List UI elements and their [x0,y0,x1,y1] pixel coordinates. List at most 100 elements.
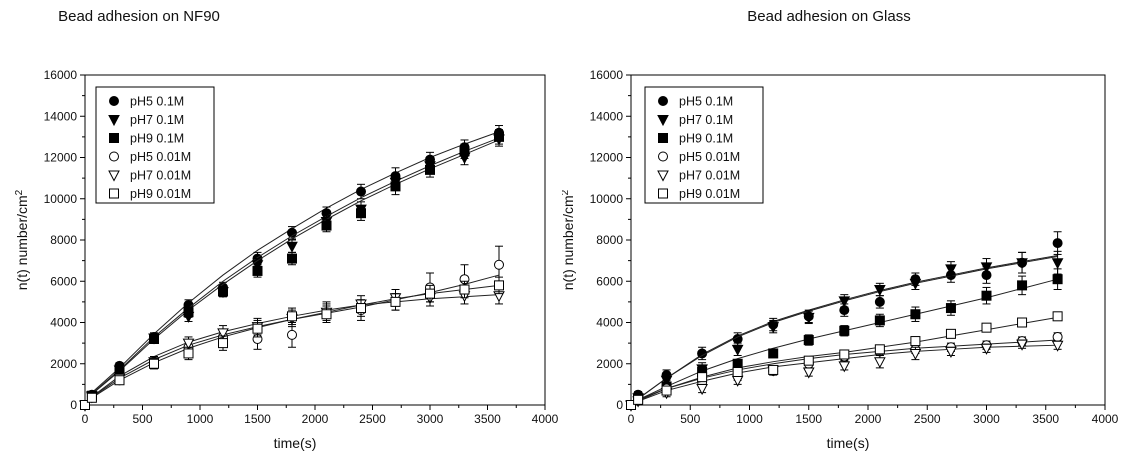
data-point [768,348,779,359]
chart-nf90: 0 500 1000 1500 2000 2500 3000 3500 4000 0 2000 400… [14,68,559,451]
data-point [1052,238,1063,249]
legend: pH5 0.1M pH7 0.1M pH9 0.1M pH5 0.01M pH7 0.0… [95,86,215,204]
legend-marker [658,133,668,143]
data-point [80,400,90,410]
data-point [459,146,470,157]
data-point [459,284,470,295]
y-tick-label: 6000 [596,274,623,288]
data-point [981,322,992,333]
y-tick-label: 12000 [590,151,624,165]
fit-line [84,137,500,406]
y-tick-label: 16000 [590,68,624,82]
data-point [321,220,332,231]
data-point [252,323,263,334]
data-point [768,364,779,375]
data-point [286,241,298,253]
fit-line [84,131,500,406]
data-point [149,358,159,369]
series [626,311,1063,410]
data-point [1052,274,1063,285]
x-tick-label: 500 [132,412,152,426]
data-point [1016,339,1028,351]
data-point [1016,258,1028,270]
x-axis-label: time(s) [827,435,870,451]
data-point [803,335,814,346]
data-point [945,264,957,276]
data-point [287,253,297,264]
fit-line [84,284,500,406]
x-tick-label: 500 [680,412,700,426]
legend-label: pH7 0.1M [679,113,733,127]
y-tick-label: 8000 [50,233,77,247]
data-point [1051,258,1064,270]
fit-line [630,344,1058,406]
plot-area: 0 500 1000 1500 2000 2500 3000 3500 4000 0 2000 400… [14,68,559,451]
data-point [1017,317,1028,328]
data-point [494,280,504,291]
series [80,276,504,410]
legend-marker [658,151,668,162]
data-point [838,296,851,308]
series [80,245,504,410]
data-point [980,343,993,355]
chart-title: Bead adhesion on NF90 [58,8,220,25]
x-tick-label: 3000 [973,412,1000,426]
data-point [874,315,885,326]
legend-marker [658,96,668,106]
x-tick-label: 2000 [302,412,329,426]
legend-box [644,86,764,204]
y-axis-label: n(t) number/cm2 [562,189,576,290]
legend-marker [109,133,119,143]
legend-label: pH9 0.01M [130,187,191,201]
data-point [838,361,851,373]
data-point [697,372,708,383]
y-tick-label: 14000 [44,109,78,123]
y-tick-label: 4000 [596,316,623,330]
data-point [149,334,159,344]
data-point [494,131,504,142]
data-point [661,385,672,396]
legend-marker [108,115,120,127]
legend-label: pH5 0.01M [679,150,740,164]
y-axis-label: n(t) number/cm2 [14,189,31,290]
y-tick-label: 10000 [44,192,78,206]
data-point [1052,311,1063,322]
chart-panel-nf90: Bead adhesion on NF90 0 500 1000 1500 2000 25… [0,0,562,461]
data-point [217,328,229,340]
data-point [660,375,673,387]
x-tick-label: 3500 [1032,412,1059,426]
data-point [390,181,401,192]
data-point [356,208,366,219]
y-tick-label: 12000 [44,151,78,165]
legend-label: pH7 0.1M [130,113,184,127]
data-point [182,338,195,350]
x-tick-label: 0 [628,412,635,426]
legend-label: pH9 0.01M [679,187,740,201]
legend-label: pH5 0.01M [130,150,191,164]
legend-marker [658,188,668,199]
data-point [183,348,194,359]
data-point [287,311,297,322]
fit-line [84,139,500,406]
x-tick-label: 2500 [359,412,386,426]
legend: pH5 0.1M pH7 0.1M pH9 0.1M pH5 0.01M pH7 0.0… [644,86,764,204]
y-tick-label: 2000 [596,357,623,371]
data-point [803,355,814,366]
data-point [390,296,401,307]
y-tick-label: 6000 [50,274,77,288]
legend-label: pH7 0.01M [130,169,191,183]
x-tick-label: 1000 [187,412,214,426]
x-tick-label: 4000 [1092,412,1119,426]
chart-glass: 0 500 1000 1500 2000 2500 3000 3500 4000 0 2000 400… [562,68,1119,451]
data-point [633,394,644,405]
legend-label: pH7 0.01M [679,169,740,183]
data-point [945,303,956,314]
data-point [86,392,97,403]
y-tick-label: 14000 [590,109,624,123]
data-point [252,265,263,276]
chart-panel-glass: Bead adhesion on Glass 0 500 1000 1500 2000 2… [562,0,1124,461]
data-point [356,303,366,314]
data-point [356,186,366,197]
y-axis-label-superscript: 2 [14,189,25,195]
series [626,231,1063,410]
